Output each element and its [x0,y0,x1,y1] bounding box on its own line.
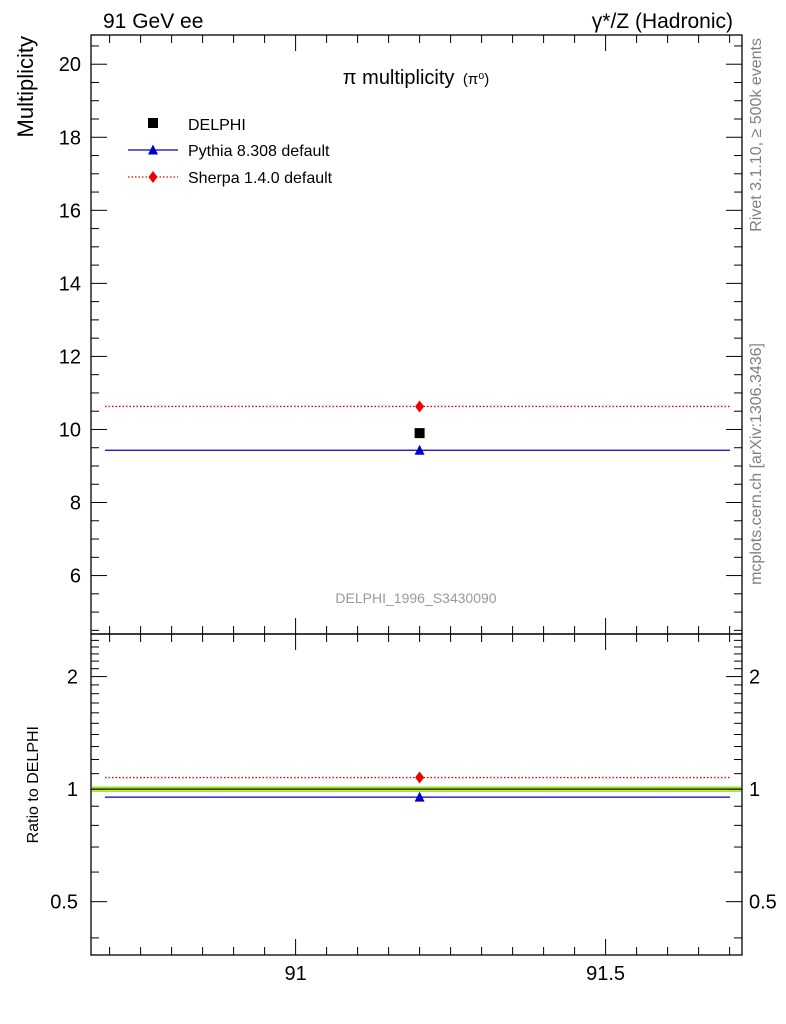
delphi-point [414,428,425,439]
ratio-frame [90,633,743,956]
main-y-tick-label: 18 [59,127,81,149]
main-y-tick-label: 10 [59,419,81,441]
plot-title: π multiplicity (π⁰) [343,67,489,89]
plot-title-sub: (π⁰) [463,71,489,88]
ratio-ylabel: Ratio to DELPHI [25,726,42,843]
plot-title-main: π multiplicity [343,67,455,89]
analysis-label: DELPHI_1996_S3430090 [335,590,496,606]
side-label-bottom: mcplots.cern.ch [arXiv:1306.3436] [748,343,765,585]
legend: DELPHI Pythia 8.308 default Sherpa 1.4.0… [128,117,333,187]
ratio-sherpa-point [415,771,425,784]
main-y-tick-label: 16 [59,200,81,222]
legend-label-delphi: DELPHI [188,117,246,134]
legend-label-sherpa: Sherpa 1.4.0 default [188,170,333,187]
ratio-y-tick-label: 1 [67,779,78,801]
ratio-y-tick-label-right: 0.5 [749,892,777,914]
main-ylabel: Multiplicity [13,36,38,137]
ratio-y-tick-label: 2 [67,667,78,689]
side-label-top: Rivet 3.1.10, ≥ 500k events [748,38,765,232]
legend-marker-sherpa [148,171,158,183]
ratio-y-tick-label-right: 1 [749,779,760,801]
main-y-tick-label: 8 [70,493,81,515]
ratio-y-tick-label-right: 2 [749,667,760,689]
ratio-x-tick-label: 91 [284,963,306,985]
ratio-x-tick-label: 91.5 [586,963,625,985]
header-right: γ*/Z (Hadronic) [592,10,733,33]
ratio-pythia-point [414,791,425,802]
main-y-tick-label: 14 [59,273,81,295]
main-y-tick-label: 20 [59,54,81,76]
ratio-y-tick-label: 0.5 [50,892,78,914]
ratio-panel: 0.5 0.5 1 1 2 2 91 91.5 [50,633,777,985]
main-panel: 6 8 10 12 14 16 18 20 [59,34,743,635]
main-y-tick-label: 6 [70,566,81,588]
sherpa-point [415,400,425,413]
legend-marker-pythia [148,144,158,155]
pythia-point [414,444,425,455]
main-y-tick-label: 12 [59,346,81,368]
header-left: 91 GeV ee [103,10,203,33]
legend-label-pythia: Pythia 8.308 default [188,143,330,160]
legend-marker-delphi [148,118,158,128]
